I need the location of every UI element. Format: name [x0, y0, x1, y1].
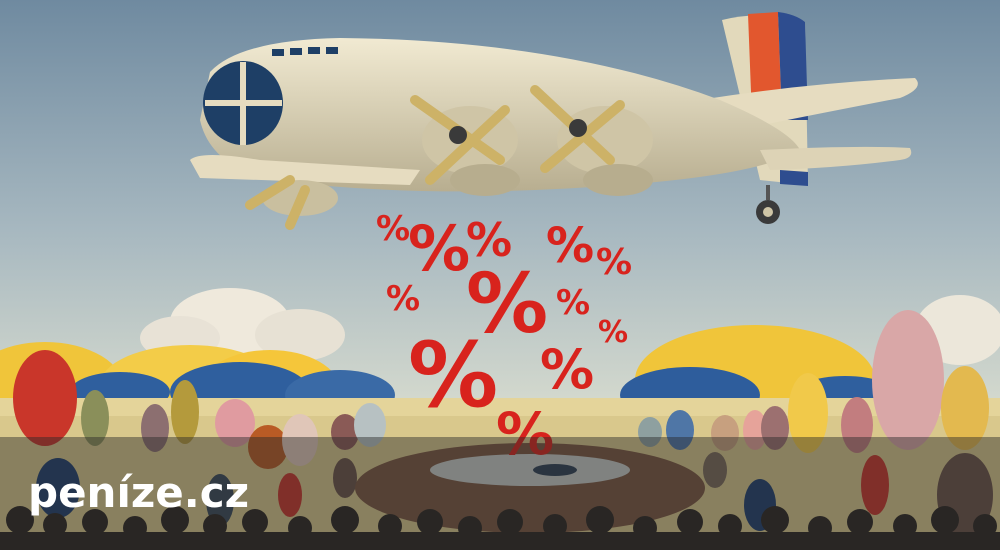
percent-sign: %: [466, 257, 548, 352]
percent-sign: %: [466, 213, 512, 267]
percent-sign: %: [496, 400, 554, 468]
percent-sign: %: [408, 323, 498, 428]
percent-sign: %: [408, 212, 470, 285]
percent-sign: %: [598, 315, 628, 350]
percent-signs: % % % % % % % % % % % %: [376, 209, 632, 468]
percent-sign: %: [596, 242, 632, 283]
percent-sign: %: [546, 218, 594, 274]
brand-logo-text[interactable]: peníze.cz: [28, 468, 250, 517]
silhouettes: [0, 506, 1000, 550]
percent-sign: %: [540, 338, 594, 401]
airplane: [190, 12, 918, 230]
trees: [13, 310, 993, 537]
clouds: [140, 288, 1000, 365]
watermark-banner: [0, 437, 1000, 550]
percent-sign: %: [386, 279, 420, 319]
percent-sign: %: [556, 283, 590, 323]
percent-sign: %: [376, 209, 410, 249]
